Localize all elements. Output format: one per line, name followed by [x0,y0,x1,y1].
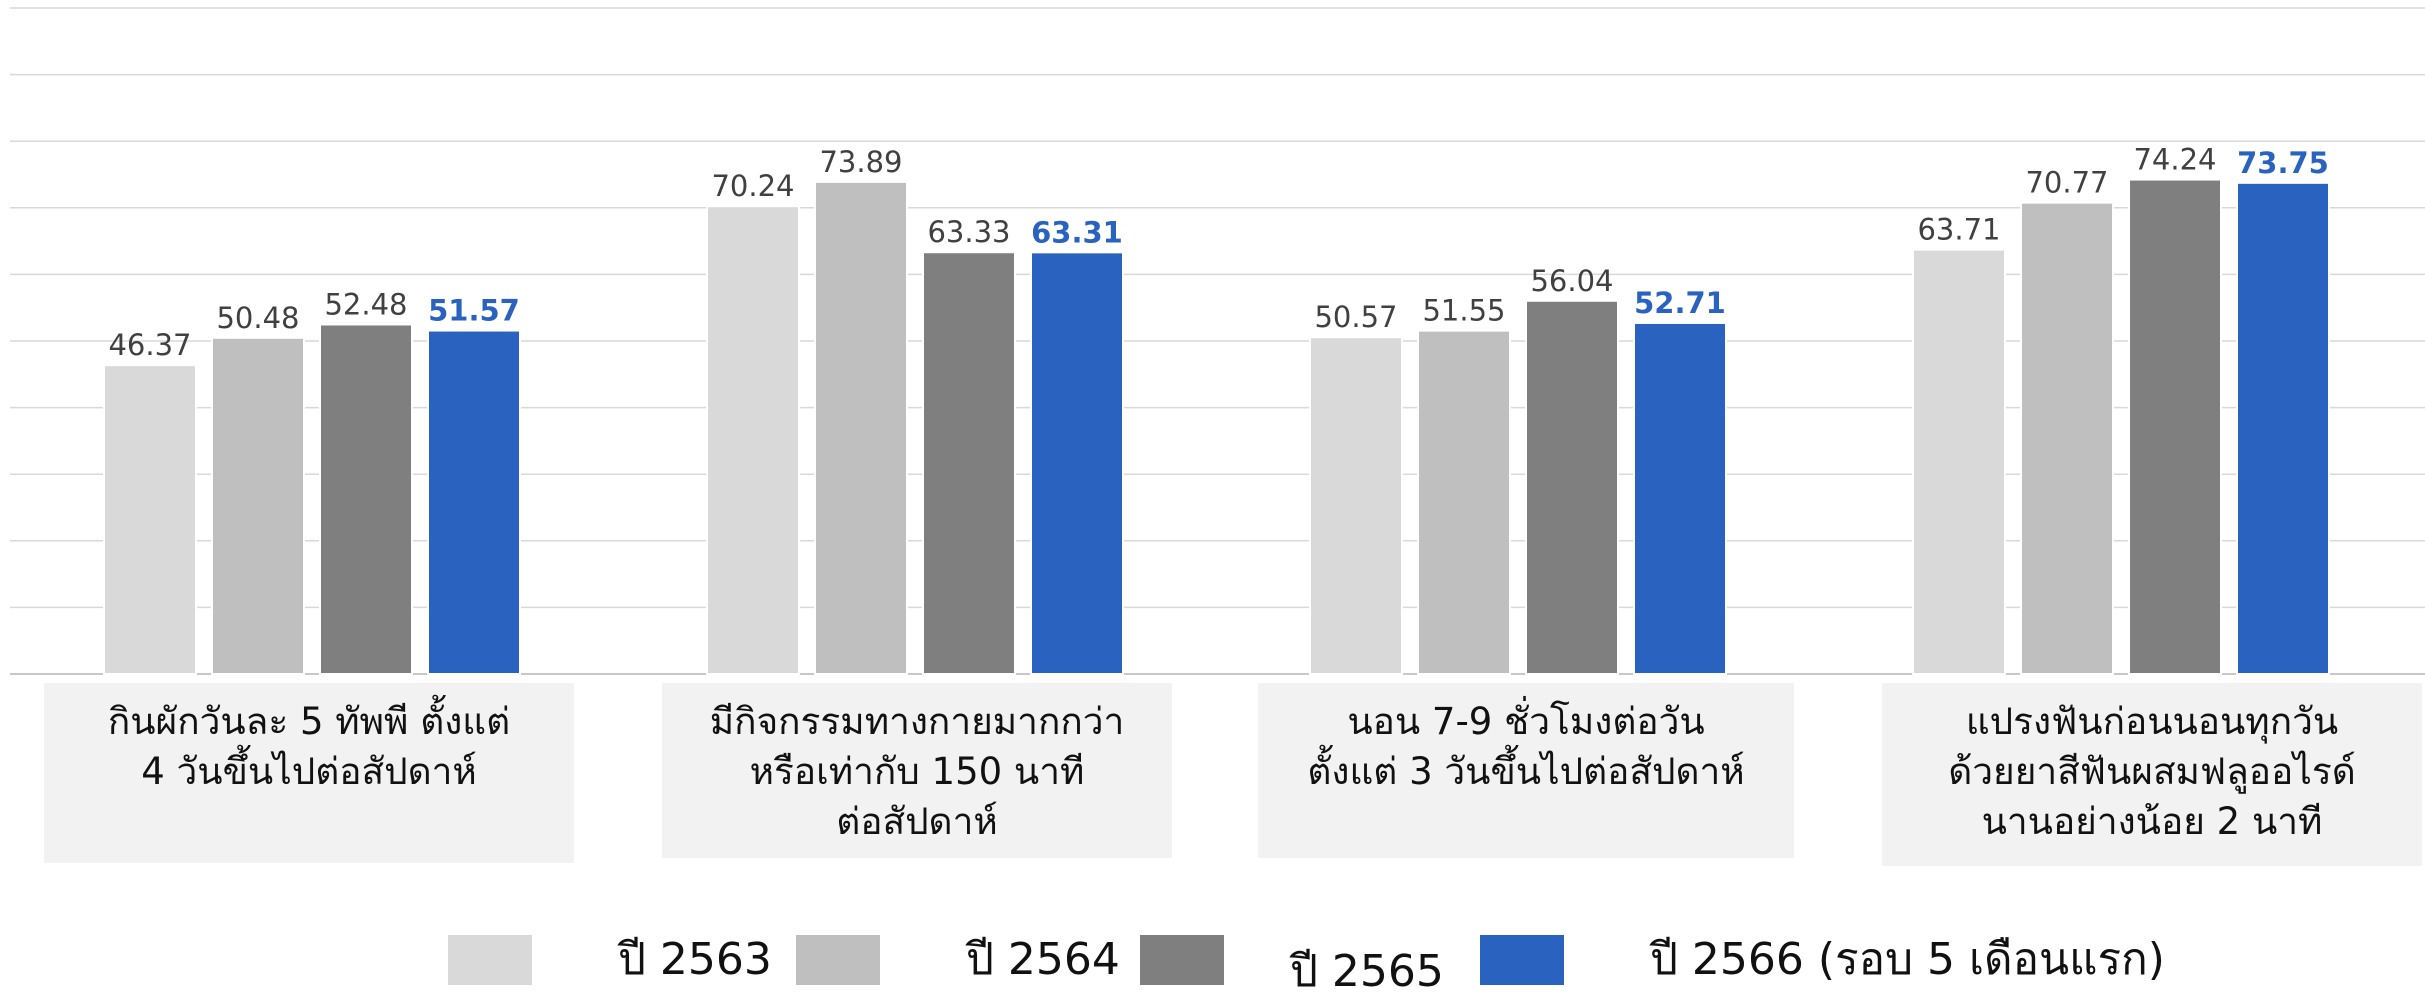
category-label: มีกิจกรรมทางกายมากกว่า หรือเท่ากับ 150 น… [709,700,1125,843]
bar [922,251,1016,675]
legend-label-2564: ปี 2564 [966,934,1120,985]
bars [103,178,2330,675]
data-label: 74.24 [2133,143,2216,177]
data-label: 51.55 [1422,294,1505,328]
bar [1309,336,1403,675]
data-label: 70.24 [711,169,794,203]
legend-item-2563: ปี 2563 [448,930,772,990]
bar [1030,251,1124,675]
bar [2020,201,2114,675]
bar [427,329,521,675]
data-label: 73.89 [819,145,902,179]
data-label: 63.31 [1031,215,1123,249]
legend-label-2565: ปี 2565 [1290,946,1444,997]
data-label: 50.57 [1314,300,1397,334]
legend-swatch-2563 [448,935,532,985]
legend-swatch-2565 [1140,935,1224,985]
legend: ปี 2563 ปี 2564 ปี 2565 ปี 2566 (รอบ 5 เ… [0,930,2425,997]
category-label: แปรงฟันก่อนนอนทุกวัน ด้วยยาสีฟันผสมฟลูออ… [1948,700,2356,843]
data-label: 52.71 [1634,286,1726,320]
bar [2236,181,2330,675]
bar [211,336,305,675]
bar-chart: 46.37 70.24 50.57 63.71 50.48 73.89 51.55 70.77… [10,7,2425,675]
data-label: 73.75 [2237,146,2329,180]
category-box: กินผักวันละ 5 ทัพพี ตั้งแต่ 4 วันขึ้นไปต… [44,683,574,863]
category-box: นอน 7-9 ชั่วโมงต่อวัน ตั้งแต่ 3 วันขึ้นไ… [1258,683,1794,858]
bar [1912,248,2006,675]
category-label: กินผักวันละ 5 ทัพพี ตั้งแต่ 4 วันขึ้นไปต… [107,700,511,793]
category-label: นอน 7-9 ชั่วโมงต่อวัน ตั้งแต่ 3 วันขึ้นไ… [1307,700,1745,793]
legend-swatch-2564 [796,935,880,985]
bar [319,323,413,675]
bar [1417,329,1511,675]
data-label: 50.48 [216,301,299,335]
bar [814,180,908,675]
legend-label-2566: ปี 2566 (รอบ 5 เดือนแรก) [1650,934,2165,985]
legend-item-2564: ปี 2564 [796,930,1120,990]
legend-swatch-2566 [1480,935,1564,985]
data-label: 70.77 [2025,166,2108,200]
legend-label-2563: ปี 2563 [618,934,772,985]
data-label: 63.71 [1917,213,2000,247]
data-label: 56.04 [1530,264,1613,298]
category-box: แปรงฟันก่อนนอนทุกวัน ด้วยยาสีฟันผสมฟลูออ… [1882,683,2422,866]
data-label: 63.33 [927,215,1010,249]
legend-item-2566: ปี 2566 (รอบ 5 เดือนแรก) [1480,930,2165,990]
bar [706,205,800,675]
data-labels: 46.37 70.24 50.57 63.71 50.48 73.89 51.55 70.77… [108,143,2328,363]
data-label: 46.37 [108,328,191,362]
data-label: 52.48 [324,287,407,321]
legend-item-2565: ปี 2565 [1140,918,1444,1002]
category-box: มีกิจกรรมทางกายมากกว่า หรือเท่ากับ 150 น… [662,683,1172,858]
data-label: 51.57 [428,294,520,328]
bar [103,364,197,675]
bar [2128,178,2222,675]
bar [1633,321,1727,675]
bar [1525,299,1619,675]
